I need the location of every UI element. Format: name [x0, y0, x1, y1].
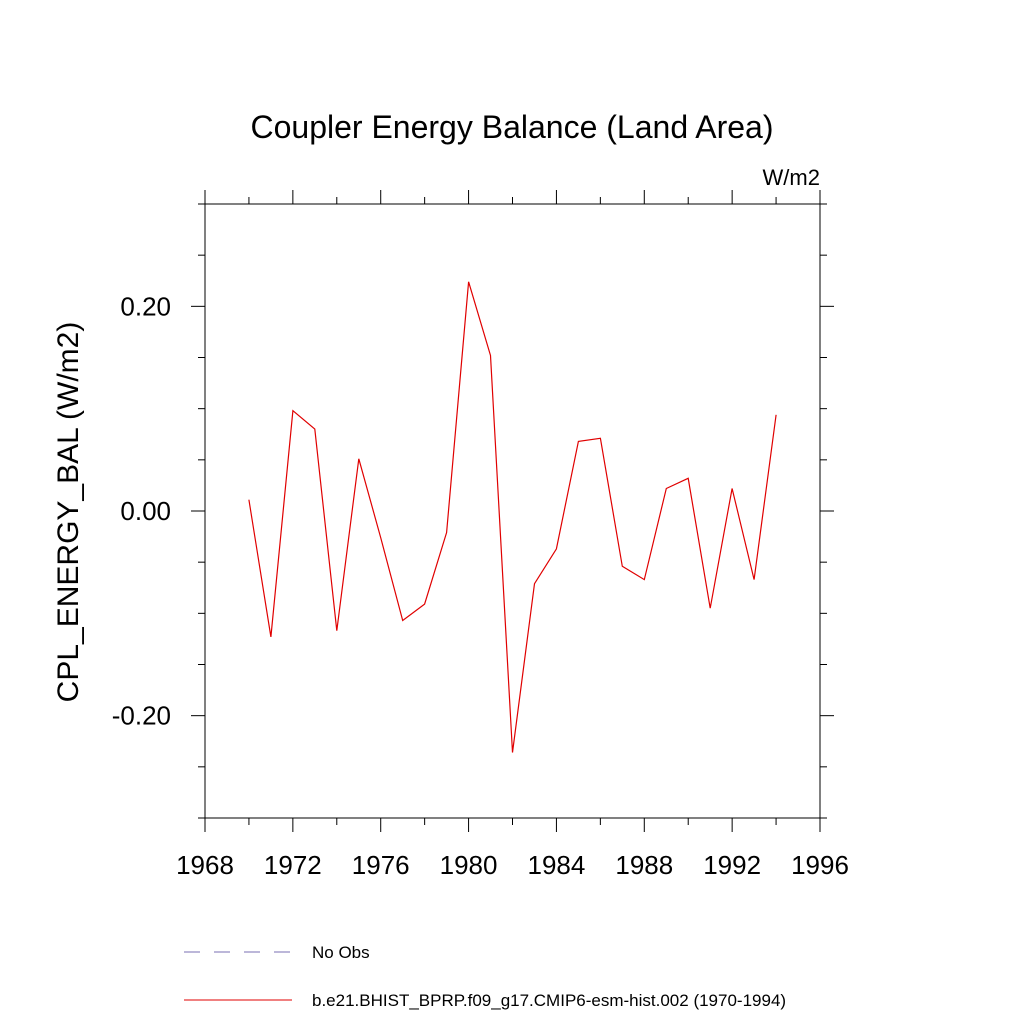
x-tick-labels: 1968 1972 1976 1980 1984 1988 1992 1996 — [176, 850, 849, 880]
x-tick-label: 1992 — [703, 850, 761, 880]
series-group — [248, 281, 777, 753]
x-tick-label: 1972 — [264, 850, 322, 880]
chart-title: Coupler Energy Balance (Land Area) — [251, 109, 774, 145]
legend: No Obs b.e21.BHIST_BPRP.f09_g17.CMIP6-esm… — [184, 943, 786, 1010]
x-tick-label: 1980 — [440, 850, 498, 880]
y-axis-label: CPL_ENERGY_BAL (W/m2) — [52, 322, 85, 703]
y-tick-labels: -0.20 0.00 0.20 — [112, 291, 171, 730]
axis-ticks — [191, 190, 834, 832]
units-label: W/m2 — [763, 165, 820, 190]
x-tick-label: 1988 — [615, 850, 673, 880]
x-tick-label: 1996 — [791, 850, 849, 880]
y-tick-label: 0.00 — [120, 496, 171, 526]
x-tick-label: 1968 — [176, 850, 234, 880]
y-tick-label: -0.20 — [112, 701, 171, 731]
legend-label: No Obs — [312, 943, 370, 962]
legend-label: b.e21.BHIST_BPRP.f09_g17.CMIP6-esm-hist.… — [312, 991, 786, 1010]
x-tick-label: 1984 — [528, 850, 586, 880]
series-line — [248, 281, 777, 753]
x-tick-label: 1976 — [352, 850, 410, 880]
y-tick-label: 0.20 — [120, 291, 171, 321]
